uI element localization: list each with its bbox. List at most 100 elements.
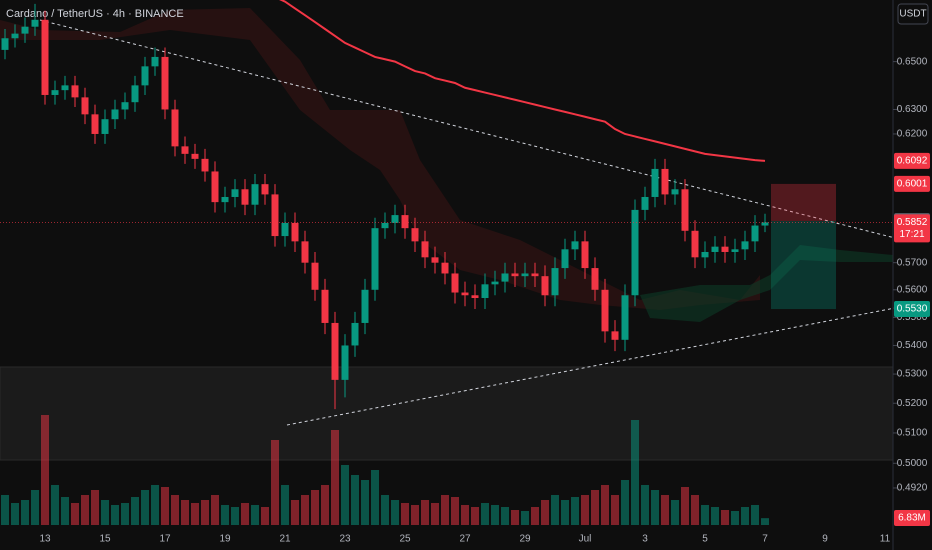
candle-body [761,222,769,226]
candle-body [531,273,539,277]
candle-body [1,38,9,50]
volume-bar [591,490,599,525]
volume-bar [1,495,9,525]
candle-body [471,295,479,299]
volume-bar [581,495,589,525]
x-tick-label: 29 [519,534,531,545]
y-tick-label: 0.5500 [897,312,928,323]
volume-bar [261,507,269,525]
price-tag-label: 0.6001 [897,179,928,190]
x-tick-label: 17 [159,534,171,545]
y-tick-label: 0.5600 [897,284,928,295]
candle-body [611,331,619,340]
volume-bar [721,510,729,525]
price-tag-label: 0.5530 [897,304,928,315]
volume-bar [741,507,749,525]
candle-body [551,268,559,296]
volume-bar [221,505,229,525]
volume-bar [71,503,79,525]
volume-bar [121,503,129,525]
candle-body [431,257,439,263]
candle-body [161,56,169,110]
currency: USDT [899,9,926,20]
price-tag [894,214,930,243]
candle-body [151,56,159,67]
volume-bar [611,495,619,525]
candle-body [311,262,319,290]
candle-body [651,168,659,197]
candle-body [501,273,509,282]
y-tick-label: 0.6500 [897,56,928,67]
x-tick-label: 5 [702,534,708,545]
cloud-bear [0,8,760,310]
y-tick-label: 0.6200 [897,129,928,140]
candle-body [541,276,549,296]
volume-bar [451,497,459,525]
candle-body [321,289,329,323]
candle-body [141,66,149,86]
candle-body [271,194,279,237]
volume-bar [571,497,579,525]
volume-bar [91,490,99,525]
x-tick-label: 9 [822,534,828,545]
candle-body [711,246,719,252]
volume-bar [731,511,739,525]
volume-bar [291,500,299,525]
volume-bar [461,505,469,525]
volume-bar [401,503,409,525]
volume-bar [311,490,319,525]
volume-bar [701,505,709,525]
price-tag-label: 0.6092 [897,156,928,167]
volume-bar [231,507,239,525]
volume-bar [241,503,249,525]
volume-bar [511,510,519,525]
candle-body [201,158,209,172]
candle-body [521,273,529,277]
volume-bar [161,487,169,525]
candle-body [731,249,739,252]
x-tick-label: 3 [642,534,648,545]
candle-body [101,119,109,134]
position-reward [771,221,836,310]
candle-body [641,196,649,210]
candle-body [691,230,699,258]
candle-body [561,249,569,269]
candle-body [91,114,99,134]
candle-body [371,228,379,290]
candle-body [451,273,459,293]
support-zone [0,366,894,461]
candle-body [631,209,639,296]
y-tick-label: 0.6300 [897,104,928,115]
candle-body [51,90,59,95]
currency-box[interactable] [897,3,929,25]
volume-bar [651,490,659,525]
volume-bar [61,497,69,525]
candle-body [361,289,369,323]
volume-bar [681,487,689,525]
candle-body [401,215,409,229]
candle-body [171,109,179,147]
volume-tag-label: 6.83M [898,513,926,524]
y-tick-label: 0.4920 [897,483,928,494]
y-tick-label: 0.5300 [897,369,928,380]
volume-bar [101,500,109,525]
volume-bar [301,495,309,525]
candle-body [381,222,389,229]
countdown: 17:21 [899,229,924,240]
candle-body [721,246,729,252]
candle-body [11,33,19,39]
candle-body [221,196,229,203]
x-tick-label: 21 [279,534,291,545]
candle-body [41,19,49,95]
volume-bar [341,465,349,525]
candle-body [411,228,419,242]
candle-body [461,292,469,296]
volume-bar [131,497,139,525]
y-tick-label: 0.5100 [897,428,928,439]
x-tick-label: 13 [39,534,51,545]
candle-body [111,109,119,120]
candle-body [21,26,29,34]
candle-body [671,189,679,195]
x-tick-label: Jul [579,534,592,545]
